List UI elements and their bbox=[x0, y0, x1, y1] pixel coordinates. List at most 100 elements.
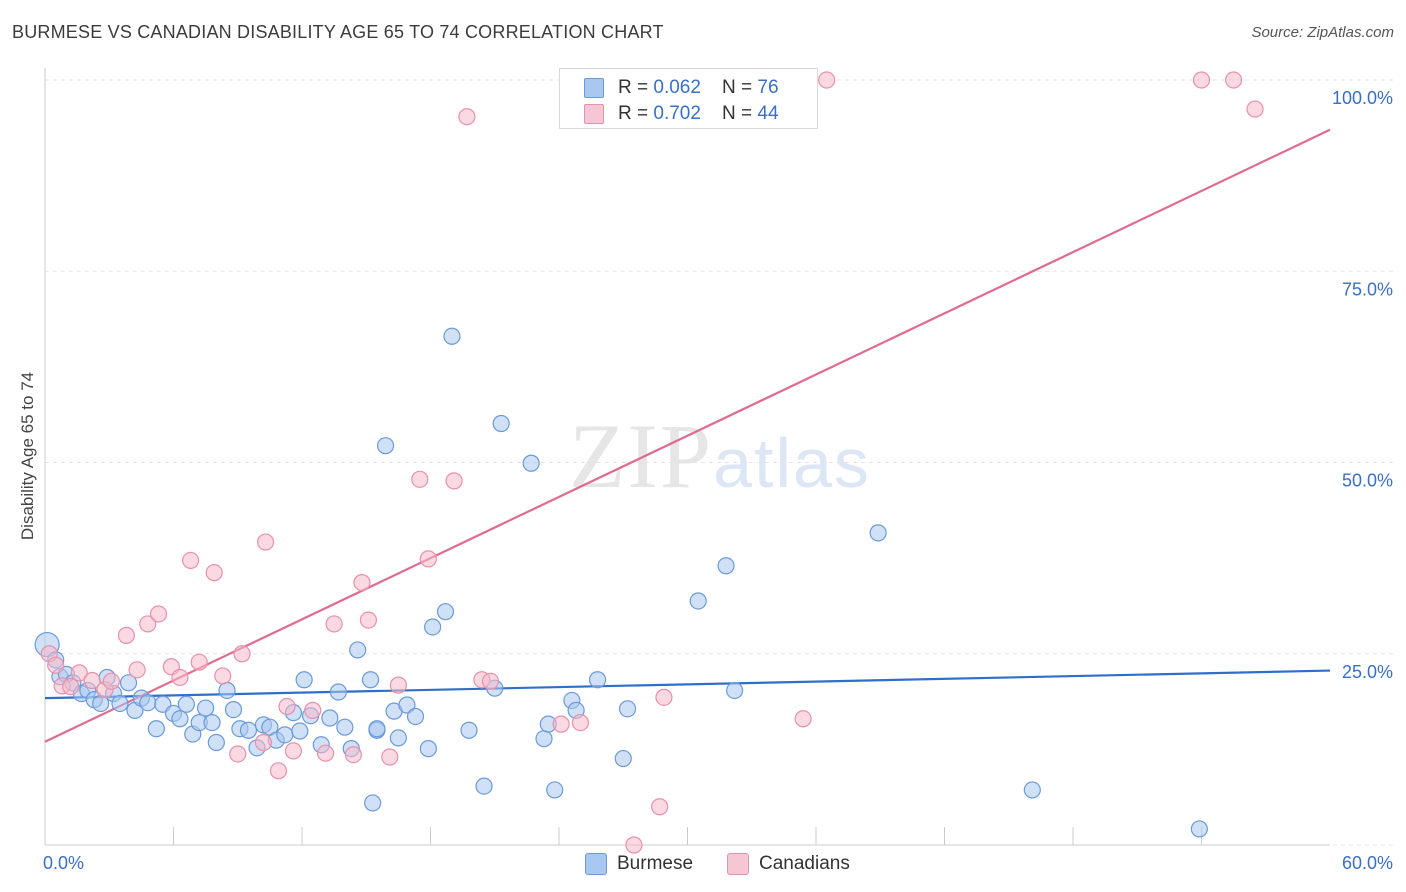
point-burmese bbox=[329, 683, 348, 701]
point-canadians bbox=[128, 661, 146, 679]
point-burmese bbox=[443, 327, 461, 345]
point-burmese bbox=[614, 749, 632, 768]
point-canadians bbox=[1246, 100, 1264, 118]
point-canadians bbox=[171, 668, 189, 687]
legend-label-burmese: Burmese bbox=[617, 853, 694, 874]
point-canadians bbox=[651, 798, 669, 816]
point-burmese bbox=[726, 681, 744, 700]
point-burmese bbox=[460, 721, 478, 739]
point-burmese bbox=[376, 437, 395, 455]
point-canadians bbox=[389, 676, 407, 694]
legend-r-value: 0.702 bbox=[653, 103, 701, 124]
trend-line-canadians bbox=[44, 128, 1331, 743]
y-tick-label: 100.0% bbox=[1332, 88, 1393, 108]
legend-stats: R = 0.062 N = 76 R = 0.702 N = 44 bbox=[559, 68, 818, 129]
point-canadians bbox=[411, 470, 429, 488]
point-burmese bbox=[535, 730, 553, 748]
point-canadians bbox=[794, 710, 812, 728]
point-burmese bbox=[419, 740, 437, 758]
point-canadians bbox=[571, 713, 590, 732]
point-canadians bbox=[353, 574, 371, 592]
point-burmese bbox=[1023, 781, 1041, 799]
legend-swatch-burmese bbox=[585, 853, 607, 875]
point-burmese bbox=[291, 722, 309, 740]
point-burmese bbox=[295, 671, 313, 689]
point-burmese bbox=[869, 524, 887, 542]
point-canadians bbox=[139, 615, 157, 633]
point-canadians bbox=[269, 762, 288, 780]
point-burmese bbox=[224, 700, 243, 719]
point-burmese bbox=[546, 781, 564, 799]
point-canadians bbox=[229, 745, 247, 763]
legend-swatch-burmese bbox=[584, 78, 604, 98]
point-canadians bbox=[381, 748, 399, 766]
legend-label-canadians: Canadians bbox=[759, 853, 850, 874]
point-burmese bbox=[398, 696, 416, 714]
point-canadians bbox=[419, 550, 437, 568]
legend-swatch-canadians bbox=[584, 104, 604, 124]
point-canadians bbox=[284, 742, 303, 760]
point-canadians bbox=[445, 472, 463, 490]
point-burmese bbox=[147, 720, 165, 738]
point-canadians bbox=[182, 551, 200, 570]
point-burmese bbox=[203, 713, 221, 732]
data-points bbox=[34, 71, 1264, 854]
point-canadians bbox=[325, 615, 343, 633]
point-canadians bbox=[256, 533, 275, 551]
chart-title: BURMESE VS CANADIAN DISABILITY AGE 65 TO… bbox=[12, 22, 664, 42]
point-canadians bbox=[316, 744, 335, 762]
y-tick-label: 75.0% bbox=[1342, 279, 1393, 299]
point-burmese bbox=[1190, 820, 1208, 838]
point-canadians bbox=[205, 564, 223, 582]
point-burmese bbox=[336, 718, 354, 736]
point-canadians bbox=[1225, 71, 1243, 89]
point-canadians bbox=[359, 611, 377, 629]
point-burmese bbox=[239, 721, 258, 739]
point-canadians bbox=[149, 605, 168, 623]
point-burmese bbox=[618, 700, 637, 718]
legend-r-value: 0.062 bbox=[653, 77, 701, 98]
point-burmese bbox=[588, 671, 607, 689]
point-burmese bbox=[389, 729, 407, 747]
legend-n-value: 44 bbox=[757, 103, 779, 124]
point-canadians bbox=[83, 671, 101, 690]
point-burmese bbox=[424, 618, 442, 636]
point-burmese bbox=[475, 777, 493, 795]
point-burmese bbox=[171, 710, 189, 728]
point-canadians bbox=[233, 645, 251, 663]
point-burmese bbox=[436, 603, 455, 621]
point-canadians bbox=[254, 733, 273, 752]
tick-labels: 25.0% 50.0% 75.0% 100.0% 0.0% 60.0% bbox=[43, 88, 1393, 873]
y-tick-label: 25.0% bbox=[1342, 662, 1393, 682]
legend-n-value: 76 bbox=[757, 77, 779, 98]
point-burmese bbox=[177, 695, 195, 713]
point-canadians bbox=[214, 667, 232, 685]
legend-swatch-canadians bbox=[727, 853, 749, 875]
point-canadians bbox=[552, 715, 570, 733]
trend-line-burmese bbox=[44, 669, 1331, 700]
point-burmese bbox=[197, 699, 215, 717]
point-canadians bbox=[1192, 71, 1211, 89]
point-canadians bbox=[278, 697, 296, 716]
point-canadians bbox=[117, 626, 135, 644]
y-tick-label: 50.0% bbox=[1342, 471, 1393, 491]
point-burmese bbox=[139, 694, 157, 712]
point-canadians bbox=[62, 678, 80, 696]
point-canadians bbox=[344, 746, 362, 764]
source-text: Source: ZipAtlas.com bbox=[1251, 24, 1394, 41]
point-burmese bbox=[689, 592, 707, 610]
point-burmese bbox=[218, 681, 236, 700]
point-burmese bbox=[119, 674, 138, 692]
point-burmese bbox=[364, 794, 382, 812]
legend-r-label: R = bbox=[618, 77, 654, 98]
point-canadians bbox=[818, 71, 836, 89]
trend-lines bbox=[44, 128, 1331, 743]
point-burmese bbox=[276, 726, 294, 744]
legend-n-label: N = bbox=[722, 103, 758, 124]
point-burmese bbox=[368, 720, 386, 738]
x-tick-label: 60.0% bbox=[1342, 853, 1393, 873]
point-burmese bbox=[717, 557, 735, 575]
point-canadians bbox=[655, 688, 673, 706]
point-burmese bbox=[406, 707, 425, 726]
